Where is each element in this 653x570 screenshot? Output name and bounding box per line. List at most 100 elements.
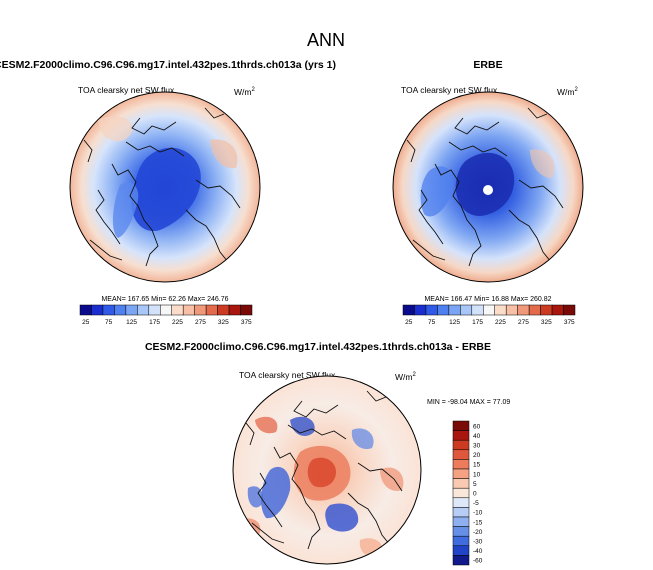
- panel-a-colorbar-tick-label: 375: [241, 319, 252, 326]
- panel-b-colorbar-swatch: [402, 304, 415, 316]
- panel-c-colorbar-tick-label: 15: [473, 462, 481, 469]
- panel-b-colorbar-tick-label: 175: [472, 319, 483, 326]
- panel-a-colorbar-swatch: [137, 304, 150, 316]
- panel-c-colorbar-tick-label: -40: [473, 548, 483, 555]
- panel-b-colorbar-swatch: [471, 304, 484, 316]
- panel-a-colorbar-swatch: [194, 304, 207, 316]
- panel-b-colorbar-tick-label: 225: [495, 319, 506, 326]
- panel-c-colorbar-tick-label: -5: [473, 500, 479, 507]
- panel-a-units: W/m2: [234, 87, 255, 97]
- panel-a-colorbar-swatch: [160, 304, 172, 316]
- panel-c-colorbar-tick-label: -15: [473, 519, 483, 526]
- panel-b-colorbar-swatch: [437, 304, 450, 316]
- panel-b-colorbar-swatch: [414, 304, 427, 316]
- panel-c-colorbar-swatch: [452, 449, 470, 460]
- panel-a-colorbar-tick-label: 275: [195, 319, 206, 326]
- panel-b-colorbar-swatch: [540, 304, 553, 316]
- panel-c-colorbar-swatch: [452, 497, 470, 508]
- panel-c-stats: MIN = -98.04 MAX = 77.09: [427, 399, 510, 406]
- panel-c-variable: TOA clearsky net SW flux: [239, 370, 336, 380]
- panel-c-colorbar-tick-label: 0: [473, 491, 477, 498]
- panel-a-colorbar-swatch: [125, 304, 138, 316]
- panel-b-colorbar-swatch: [448, 304, 461, 316]
- panel-b-colorbar-tick-label: 125: [449, 319, 460, 326]
- panel-a-colorbar-swatch: [148, 304, 161, 316]
- panel-a-colorbar-swatch: [79, 304, 92, 316]
- panel-b-colorbar-tick-label: 375: [564, 319, 575, 326]
- panel-c-colorbar-tick-label: 30: [473, 443, 481, 450]
- panel-b-colorbar-tick-label: 325: [541, 319, 552, 326]
- panel-b-polar-gap: [483, 185, 493, 195]
- panel-b-colorbar-swatch: [483, 304, 495, 316]
- panel-c-colorbar-tick-label: 60: [473, 423, 481, 430]
- panel-c-colorbar-tick-label: -60: [473, 558, 483, 565]
- panel-a-colorbar-tick-label: 225: [172, 319, 183, 326]
- panel-c-map: [233, 376, 421, 564]
- panel-b-colorbar-swatch: [425, 304, 438, 316]
- panel-c-colorbar-swatch: [452, 420, 470, 431]
- panel-c-colorbar-swatch: [452, 516, 470, 527]
- panel-c-colorbar-swatch: [452, 526, 470, 537]
- panel-b-stats: MEAN= 166.47 Min= 16.88 Max= 260.82: [424, 296, 551, 303]
- panel-b-colorbar-swatch: [563, 304, 576, 316]
- panel-a-colorbar-swatch: [91, 304, 104, 316]
- panel-c-colorbar-swatch: [452, 478, 470, 489]
- panel-b-colorbar-swatch: [494, 304, 507, 316]
- panel-a-stats: MEAN= 167.65 Min= 62.26 Max= 246.76: [101, 296, 228, 303]
- panel-a-colorbar-swatch: [182, 304, 195, 316]
- panel-c-colorbar: 60 40 30 20 15 10 5 0 -5 -10 -15 -20 -30 -40 -60: [452, 420, 483, 566]
- panel-b-colorbar: 25 75 125 175 225 275 325 375: [402, 304, 576, 326]
- panel-a-colorbar-swatch: [102, 304, 115, 316]
- panel-b-colorbar-swatch: [505, 304, 518, 316]
- panel-c-colorbar-swatch: [452, 468, 470, 479]
- panel-b-colorbar-tick-label: 25: [405, 319, 413, 326]
- panel-c-colorbar-tick-label: 40: [473, 433, 481, 440]
- panel-c-colorbar-swatch: [452, 545, 470, 556]
- panel-c-colorbar-tick-label: 5: [473, 481, 477, 488]
- panel-b-coastlines: [406, 107, 564, 267]
- panel-c-colorbar-swatch: [452, 487, 470, 499]
- panel-a-colorbar-swatch: [228, 304, 241, 316]
- panel-b-colorbar-swatch: [528, 304, 541, 316]
- panel-c-colorbar-swatch: [452, 535, 470, 547]
- panel-b-colorbar-swatch: [517, 304, 530, 316]
- panel-a-coastlines: [83, 107, 241, 267]
- panel-c-units: W/m2: [395, 372, 416, 382]
- panel-c-coastlines: [245, 390, 403, 550]
- panel-c-colorbar-tick-label: -30: [473, 539, 483, 546]
- panel-b-title: ERBE: [473, 59, 502, 71]
- panel-b-colorbar-tick-label: 75: [428, 319, 436, 326]
- panel-a-colorbar-swatch: [114, 304, 127, 316]
- figure-title: ANN: [307, 30, 345, 50]
- panel-a-colorbar-tick-label: 125: [126, 319, 137, 326]
- panel-a-colorbar-tick-label: 75: [105, 319, 113, 326]
- panel-c-colorbar-tick-label: 10: [473, 471, 481, 478]
- panel-a-colorbar-swatch: [240, 304, 253, 316]
- panel-a-map: [70, 92, 260, 282]
- panel-c-colorbar-swatch: [452, 430, 470, 441]
- panel-c-colorbar-tick-label: -20: [473, 529, 483, 536]
- panel-a: TOA clearsky net SW flux W/m2 MEAN= 167.…: [69, 85, 261, 326]
- panel-a-colorbar-tick-label: 325: [218, 319, 229, 326]
- panel-a-title: CESM2.F2000climo.C96.C96.mg17.intel.432p…: [0, 59, 336, 71]
- panel-b-colorbar-swatch: [551, 304, 564, 316]
- panel-a-variable: TOA clearsky net SW flux: [78, 85, 175, 95]
- panel-a-colorbar-swatch: [217, 304, 230, 316]
- panel-a-colorbar: 25 75 125 175 225 275 325 375: [79, 304, 253, 326]
- panel-c-title: CESM2.F2000climo.C96.C96.mg17.intel.432p…: [145, 341, 491, 353]
- panel-c-colorbar-swatch: [452, 439, 470, 451]
- panel-b-colorbar-swatch: [460, 304, 473, 316]
- panel-a-colorbar-tick-label: 175: [149, 319, 160, 326]
- panel-c-colorbar-tick-label: 20: [473, 452, 481, 459]
- panel-b: TOA clearsky net SW flux W/m2 MEAN= 166.…: [392, 85, 584, 326]
- panel-b-units: W/m2: [557, 87, 578, 97]
- panel-c-colorbar-swatch: [452, 507, 470, 518]
- panel-a-colorbar-tick-label: 25: [82, 319, 90, 326]
- panel-a-colorbar-swatch: [205, 304, 218, 316]
- panel-c: TOA clearsky net SW flux W/m2 MIN = -98.…: [232, 370, 510, 566]
- panel-a-colorbar-swatch: [171, 304, 184, 316]
- panel-b-variable: TOA clearsky net SW flux: [401, 85, 498, 95]
- panel-c-colorbar-tick-label: -10: [473, 510, 483, 517]
- panel-c-colorbar-swatch: [452, 459, 470, 470]
